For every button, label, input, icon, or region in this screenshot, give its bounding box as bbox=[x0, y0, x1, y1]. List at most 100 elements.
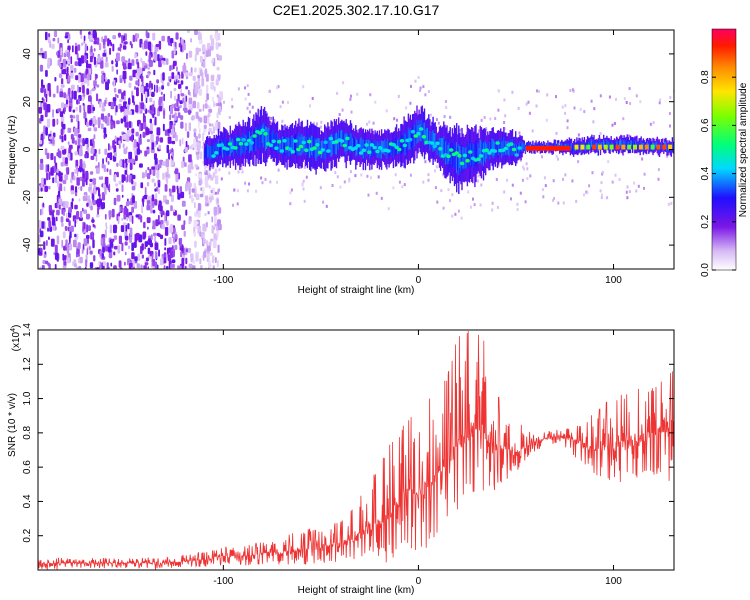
noise-cell bbox=[181, 137, 184, 145]
noise-cell bbox=[78, 86, 82, 93]
band-core bbox=[255, 127, 257, 152]
noise-cell bbox=[178, 172, 180, 180]
noise-cell bbox=[210, 176, 214, 181]
noise-cell bbox=[140, 102, 145, 109]
noise-cell bbox=[213, 206, 218, 215]
speckle-cell bbox=[573, 106, 576, 110]
speckle-cell bbox=[555, 154, 558, 158]
noise-cell bbox=[105, 157, 108, 163]
speckle-cell bbox=[410, 84, 412, 88]
speckle-cell bbox=[430, 113, 432, 117]
noise-cell bbox=[56, 209, 60, 216]
noise-cell bbox=[136, 263, 140, 269]
noise-cell bbox=[106, 266, 110, 269]
speckle-cell bbox=[208, 131, 211, 135]
noise-cell bbox=[89, 262, 94, 269]
band-core bbox=[500, 137, 502, 153]
noise-cell bbox=[38, 234, 41, 243]
noise-cell bbox=[125, 224, 128, 233]
band-core bbox=[376, 141, 378, 158]
noise-cell bbox=[195, 173, 198, 177]
noise-cell bbox=[67, 141, 70, 145]
noise-cell bbox=[49, 89, 52, 98]
band-core bbox=[441, 138, 443, 156]
noise-cell bbox=[83, 209, 88, 214]
band-core bbox=[620, 139, 622, 146]
speckle-cell bbox=[241, 170, 244, 174]
snr-frame bbox=[37, 329, 675, 571]
noise-cell bbox=[115, 183, 119, 187]
noise-cell bbox=[167, 82, 170, 87]
noise-cell bbox=[170, 263, 175, 269]
band-core bbox=[660, 142, 663, 149]
band-blob bbox=[293, 139, 298, 143]
band-core bbox=[568, 141, 571, 149]
noise-cell bbox=[135, 33, 140, 39]
noise-cell bbox=[145, 128, 150, 135]
speckle-cell bbox=[397, 94, 400, 98]
noise-cell bbox=[176, 66, 178, 72]
noise-cell bbox=[144, 262, 149, 266]
noise-cell bbox=[78, 57, 82, 67]
band-core bbox=[491, 138, 493, 156]
band-core bbox=[260, 122, 263, 148]
band-core bbox=[298, 132, 300, 156]
speckle-cell bbox=[459, 128, 462, 132]
band-blob bbox=[263, 132, 268, 136]
noise-cell bbox=[39, 140, 43, 145]
speckle-cell bbox=[543, 176, 546, 180]
speckle-cell bbox=[495, 178, 498, 181]
noise-cell bbox=[180, 251, 183, 258]
noise-cell bbox=[86, 224, 88, 233]
noise-cell bbox=[141, 198, 144, 203]
noise-cell bbox=[54, 174, 58, 184]
noise-cell bbox=[201, 78, 205, 87]
noise-cell bbox=[207, 267, 210, 269]
noise-cell bbox=[129, 75, 133, 81]
noise-cell bbox=[95, 153, 98, 162]
noise-cell bbox=[74, 204, 78, 210]
band-core bbox=[421, 119, 423, 143]
speckle-cell bbox=[220, 177, 223, 181]
noise-cell bbox=[216, 112, 219, 119]
noise-cell bbox=[79, 256, 83, 264]
noise-cell bbox=[149, 86, 152, 95]
noise-cell bbox=[214, 168, 218, 174]
band-core bbox=[388, 140, 390, 158]
noise-cell bbox=[40, 158, 44, 164]
band-blob bbox=[219, 143, 224, 147]
noise-cell bbox=[198, 133, 201, 139]
band-core bbox=[325, 138, 327, 160]
noise-cell bbox=[48, 185, 51, 190]
band-core bbox=[292, 137, 295, 154]
noise-cell bbox=[88, 95, 92, 102]
band-core bbox=[527, 143, 530, 147]
speckle-cell bbox=[303, 199, 306, 203]
noise-cell bbox=[74, 46, 78, 55]
noise-cell bbox=[76, 211, 80, 220]
band-core bbox=[268, 127, 270, 146]
speckle-cell bbox=[480, 183, 483, 187]
noise-cell bbox=[174, 233, 178, 240]
noise-cell bbox=[201, 145, 204, 150]
noise-cell bbox=[177, 112, 181, 119]
noise-cell bbox=[74, 61, 79, 66]
noise-cell bbox=[212, 172, 216, 178]
speckle-cell bbox=[601, 193, 603, 197]
noise-cell bbox=[80, 210, 83, 219]
noise-cell bbox=[56, 118, 59, 125]
noise-cell bbox=[154, 54, 159, 62]
noise-cell bbox=[213, 101, 216, 108]
noise-cell bbox=[143, 221, 146, 229]
noise-cell bbox=[110, 120, 113, 130]
band-core bbox=[350, 133, 353, 151]
band-blob bbox=[438, 147, 443, 151]
band-core bbox=[511, 138, 514, 156]
noise-cell bbox=[188, 220, 192, 225]
noise-cell bbox=[201, 72, 204, 81]
noise-cell bbox=[107, 79, 110, 85]
noise-cell bbox=[137, 143, 140, 150]
band-core bbox=[475, 140, 477, 167]
noise-cell bbox=[140, 57, 143, 63]
